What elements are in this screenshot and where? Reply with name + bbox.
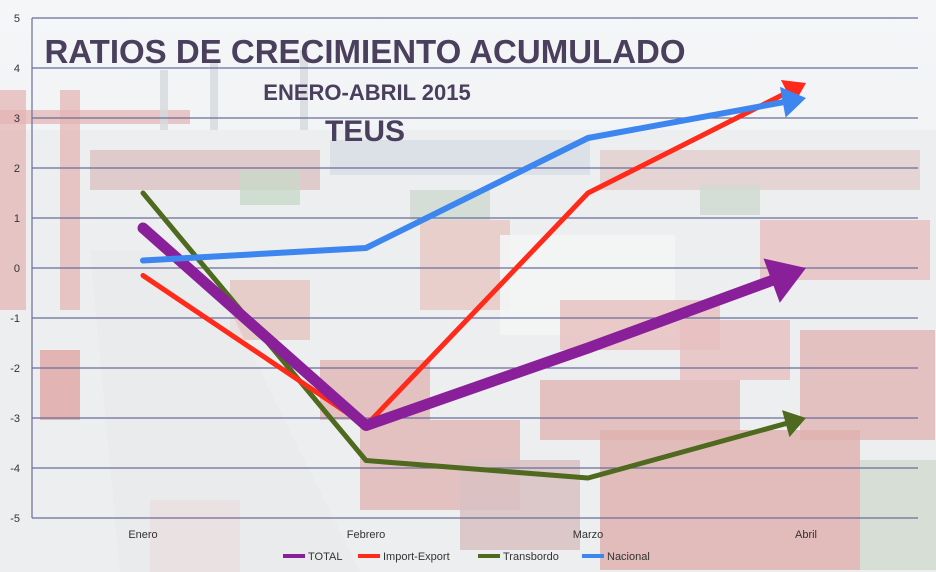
y-tick-label: 3 [14, 113, 20, 125]
series-line-3 [140, 99, 786, 264]
y-tick-label: -3 [10, 413, 20, 425]
x-axis-tick-labels: Enero Febrero Marzo Abril [128, 529, 817, 541]
series-arrowhead-0 [763, 258, 806, 303]
x-tick-label: Marzo [573, 529, 604, 541]
y-tick-label: 2 [14, 163, 20, 175]
y-tick-label: 5 [14, 13, 20, 25]
chart-subtitle: ENERO-ABRIL 2015 [263, 80, 470, 105]
x-tick-label: Enero [128, 529, 157, 541]
legend-label-0: TOTAL [308, 551, 342, 563]
y-tick-label: -1 [10, 313, 20, 325]
chart-title: RATIOS DE CRECIMIENTO ACUMULADO [44, 33, 685, 70]
series-arrowhead-2 [782, 410, 806, 438]
legend-label-3: Nacional [607, 551, 650, 563]
chart-unit: TEUS [325, 115, 405, 148]
y-tick-label: 0 [14, 263, 20, 275]
y-tick-label: 1 [14, 213, 20, 225]
series-lines [137, 79, 806, 481]
series-arrowhead-1 [780, 79, 806, 105]
series-line-0 [137, 222, 778, 431]
y-tick-label: -2 [10, 363, 20, 375]
y-tick-label: 4 [14, 63, 20, 75]
y-axis-tick-labels: -5 -4 -3 -2 -1 0 1 2 3 4 5 [10, 13, 20, 525]
series-line-1 [140, 89, 790, 428]
legend-label-2: Transbordo [503, 551, 559, 563]
series-arrowhead-3 [779, 86, 806, 118]
y-tick-label: -4 [10, 463, 20, 475]
legend: TOTAL Import-Export Transbordo Nacional [283, 551, 650, 563]
x-tick-label: Abril [795, 529, 817, 541]
y-tick-label: -5 [10, 513, 20, 525]
x-tick-label: Febrero [347, 529, 386, 541]
legend-label-1: Import-Export [383, 551, 450, 563]
